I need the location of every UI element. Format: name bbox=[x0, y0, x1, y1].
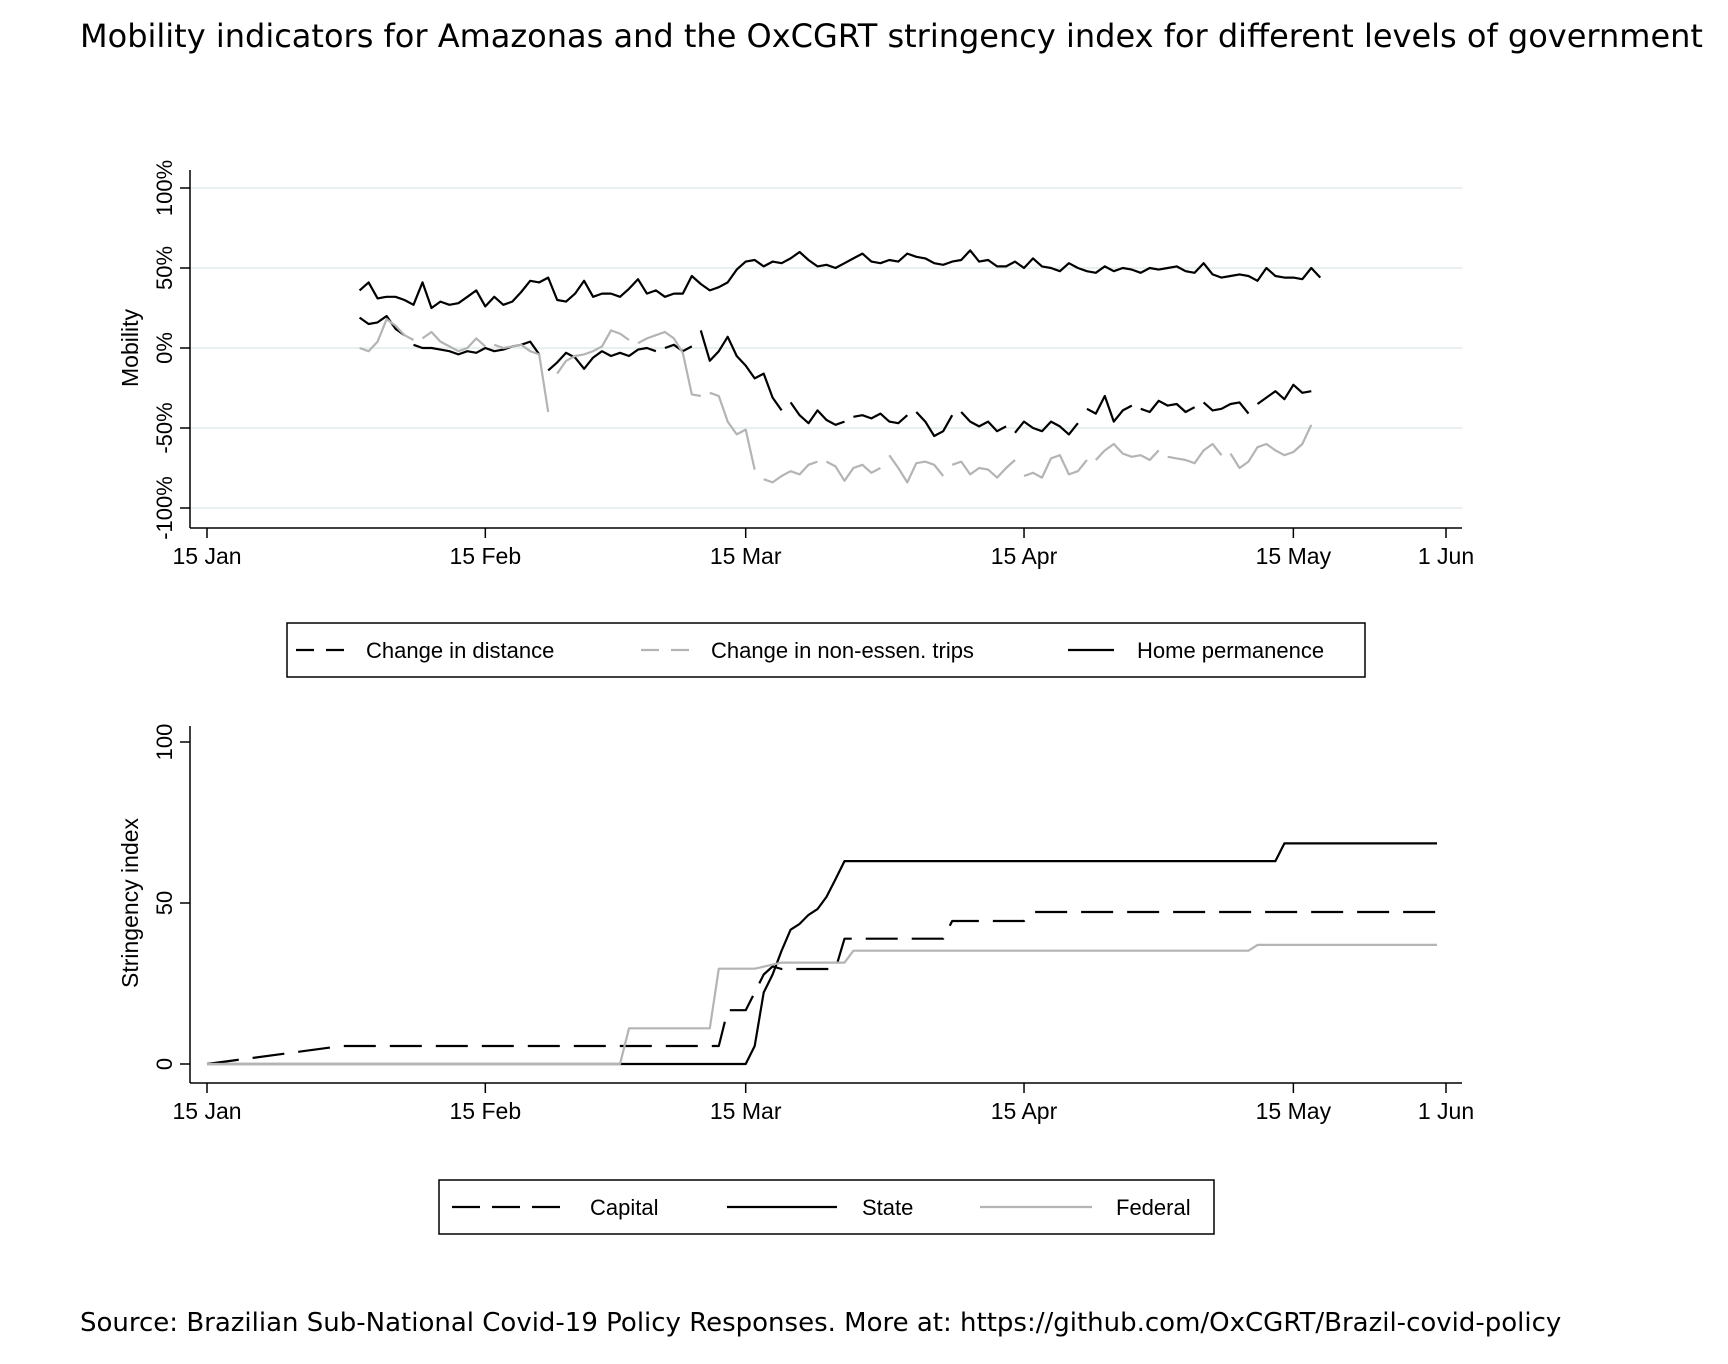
x-tick-label: 15 Jan bbox=[172, 543, 241, 569]
x-tick-label: 15 Feb bbox=[450, 543, 522, 569]
series-line-segment bbox=[853, 412, 909, 425]
series-change-in-distance bbox=[358, 314, 1312, 438]
series-federal bbox=[207, 943, 1437, 1066]
series-change-in-non-essen-trips bbox=[359, 318, 1313, 484]
page-title: Mobility indicators for Amazonas and the… bbox=[80, 17, 1703, 55]
x-tick-label: 15 Jan bbox=[172, 1098, 241, 1124]
y-tick-label: 0 bbox=[152, 1058, 177, 1070]
series-state bbox=[207, 842, 1437, 1066]
series-line-segment bbox=[915, 411, 954, 438]
y-tick-label: -50% bbox=[152, 402, 177, 453]
y-axis-label: Mobility bbox=[117, 309, 143, 387]
legend-label: Home permanence bbox=[1137, 638, 1324, 663]
series-line-segment bbox=[556, 329, 630, 375]
y-tick-label: 100 bbox=[152, 724, 177, 761]
series-line-segment bbox=[1023, 454, 1088, 479]
legend-label: Capital bbox=[590, 1195, 658, 1220]
series-line-segment bbox=[1086, 394, 1133, 423]
series-line-segment bbox=[789, 401, 845, 426]
y-tick-label: 50% bbox=[152, 246, 177, 290]
legend-box bbox=[286, 622, 1366, 678]
series-line-segment bbox=[359, 318, 415, 353]
series-line-segment bbox=[421, 330, 487, 353]
y-tick-label: 0% bbox=[152, 332, 177, 364]
series-line-segment bbox=[951, 459, 1016, 479]
x-tick-label: 1 Jun bbox=[1418, 1098, 1474, 1124]
series-line bbox=[358, 249, 1322, 310]
stringency-chart: 0 50 100 Stringency index 15 Jan 15 Feb 15 Mar… bbox=[117, 724, 1474, 1235]
legend: Capital State Federal bbox=[438, 1179, 1215, 1235]
series-line-segment bbox=[709, 391, 756, 470]
x-tick-label: 15 Mar bbox=[710, 1098, 782, 1124]
series-line-segment bbox=[699, 330, 783, 412]
legend-label: Change in non-essen. trips bbox=[711, 638, 974, 663]
series-home-permanence bbox=[358, 249, 1322, 310]
series-line bbox=[207, 943, 1437, 1066]
series-line-segment bbox=[763, 460, 818, 484]
x-tick-label: 15 Apr bbox=[991, 543, 1058, 569]
series-line-segment bbox=[825, 460, 881, 482]
series-line-segment bbox=[1202, 401, 1250, 415]
series-line-segment bbox=[1094, 442, 1160, 462]
y-axis-label: Stringency index bbox=[117, 817, 143, 988]
legend-label: Change in distance bbox=[366, 638, 554, 663]
legend-label: Federal bbox=[1116, 1195, 1191, 1220]
x-tick-label: 15 May bbox=[1256, 1098, 1332, 1124]
series-line-segment bbox=[637, 330, 701, 398]
series-line bbox=[207, 842, 1437, 1066]
legend: Change in distance Change in non-essen. t… bbox=[286, 622, 1366, 678]
y-tick-label: 50 bbox=[152, 891, 177, 915]
series-line-segment bbox=[1014, 420, 1079, 436]
series-line-segment bbox=[547, 346, 657, 372]
legend-label: State bbox=[862, 1195, 913, 1220]
source-note: Source: Brazilian Sub-National Covid-19 … bbox=[80, 1308, 1562, 1338]
series-line-segment bbox=[664, 343, 693, 353]
series-line-segment bbox=[1229, 424, 1313, 470]
series-line-segment bbox=[960, 411, 1007, 433]
x-tick-label: 15 Apr bbox=[991, 1098, 1058, 1124]
series-line-segment bbox=[1140, 399, 1196, 414]
x-tick-label: 15 Mar bbox=[710, 543, 782, 569]
x-tick-label: 1 Jun bbox=[1418, 543, 1474, 569]
x-tick-label: 15 Feb bbox=[450, 1098, 522, 1124]
mobility-chart: -100% -50% 0% 50% 100% Mobility 15 Jan 15 Feb 15… bbox=[117, 160, 1474, 678]
series-line-segment bbox=[493, 343, 550, 413]
series-line-segment bbox=[888, 454, 945, 484]
y-tick-label: -100% bbox=[152, 476, 177, 540]
y-tick-label: 100% bbox=[152, 160, 177, 216]
series-capital bbox=[206, 910, 1437, 1066]
series-line-segment bbox=[1167, 442, 1223, 465]
series-line-segment bbox=[1256, 383, 1312, 405]
series-line bbox=[206, 910, 1437, 1066]
series-line-segment bbox=[358, 314, 406, 337]
x-tick-label: 15 May bbox=[1256, 543, 1332, 569]
